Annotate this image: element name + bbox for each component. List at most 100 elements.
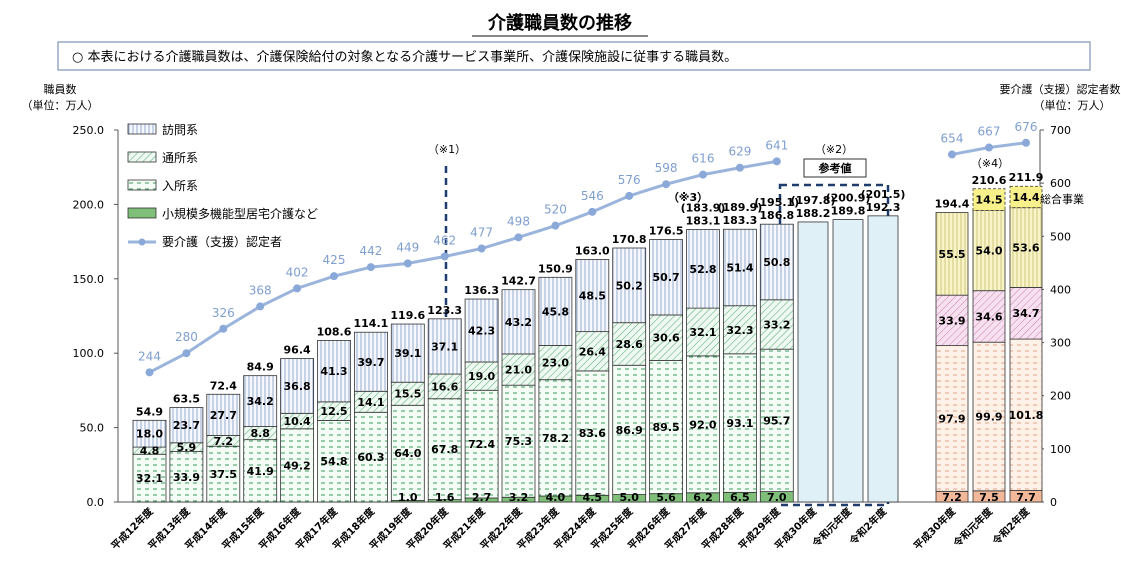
new-bar-segment-sogo xyxy=(1009,185,1043,209)
certified-value-label: 477 xyxy=(470,226,493,240)
bar-total-label: 123.3 xyxy=(427,304,462,317)
bar-segment-houmon xyxy=(759,223,794,301)
bar-value-label: 51.4 xyxy=(726,261,753,274)
certified-value-label: 449 xyxy=(396,240,419,254)
x-tick-label: 令和2年度 xyxy=(989,504,1033,548)
certified-marker xyxy=(662,180,671,189)
bar-segment-tsusho xyxy=(723,305,757,355)
bar-segment-houmon xyxy=(132,419,167,448)
bar-segment-nyusho xyxy=(280,428,315,503)
new-certified-marker xyxy=(985,143,993,152)
bar-value-label: 19.0 xyxy=(468,370,495,383)
new-bar-value-label: 97.9 xyxy=(938,412,965,425)
bar-value-label: 83.6 xyxy=(579,427,606,440)
bar-value-label: 50.8 xyxy=(763,256,790,269)
bar-value-label: 37.5 xyxy=(210,468,237,481)
bar-value-label: 48.5 xyxy=(579,290,606,303)
bar-segment-nyusho xyxy=(390,404,425,501)
bar-segment-houmon xyxy=(353,331,388,392)
bar-value-label: 4.8 xyxy=(140,445,160,458)
right-tick-label: 600 xyxy=(1050,177,1071,190)
bar-total-label: 63.5 xyxy=(173,393,200,406)
bar-value-label: 16.6 xyxy=(431,380,458,393)
certified-value-label: 244 xyxy=(138,349,161,363)
left-tick-label: 150.0 xyxy=(73,273,105,286)
certified-value-label: 629 xyxy=(728,145,751,159)
bar-value-label: 32.3 xyxy=(726,324,753,337)
new-bar-value-label: 33.9 xyxy=(938,314,965,327)
x-tick-label: 平成30年度 xyxy=(911,504,959,552)
bar-value-label: 4.5 xyxy=(583,491,603,504)
legend-swatch-certified-marker xyxy=(138,238,146,246)
certified-marker xyxy=(772,157,781,166)
certified-value-label: 442 xyxy=(359,244,382,258)
bar-value-label: 60.3 xyxy=(357,451,384,464)
bar-value-label: 41.9 xyxy=(247,465,274,478)
certified-marker xyxy=(588,207,597,216)
certified-marker xyxy=(330,272,338,281)
bar-value-label: 89.5 xyxy=(653,421,680,434)
bar-segment-houmon xyxy=(169,407,204,444)
bar-total-label: 170.8 xyxy=(612,233,647,246)
certified-marker xyxy=(403,259,412,268)
bar-value-label: 33.9 xyxy=(173,471,200,484)
bar-segment-houmon xyxy=(575,259,610,333)
bar-value-label: 8.8 xyxy=(250,427,270,440)
bar-total-label: 163.0 xyxy=(575,244,610,257)
new-bar-value-label: 34.6 xyxy=(975,310,1002,323)
bar-value-label: 3.2 xyxy=(509,491,529,504)
reference-bar xyxy=(797,221,829,503)
bar-segment-nyusho xyxy=(612,364,647,495)
bar-segment-houmon xyxy=(649,239,683,316)
certified-value-label: 402 xyxy=(286,265,309,279)
left-tick-label: 100.0 xyxy=(73,347,105,360)
bar-segment-nyusho xyxy=(206,445,241,503)
bar-value-label: 50.2 xyxy=(616,279,643,292)
bar-segment-tsusho xyxy=(464,361,499,391)
note3-label: （※3） xyxy=(668,191,708,204)
bar-value-label: 32.1 xyxy=(136,472,163,485)
new-bar-value-label: 7.7 xyxy=(1016,491,1036,504)
certified-marker xyxy=(293,284,302,293)
bar-value-label: 95.7 xyxy=(763,414,790,427)
x-tick-label: 令和2年度 xyxy=(846,504,890,548)
reference-bar-paren-value: (197.8) xyxy=(791,194,836,207)
bar-segment-nyusho xyxy=(169,451,204,503)
new-bar-value-label: 7.5 xyxy=(979,491,999,504)
new-bar-value-label: 54.0 xyxy=(975,245,1002,258)
certified-marker xyxy=(551,221,560,230)
reference-bar-paren-value: (201.5) xyxy=(861,188,906,201)
bar-alt-total-label: (189.9) xyxy=(717,201,762,214)
bar-segment-tsusho xyxy=(686,307,720,357)
bar-segment-tsusho xyxy=(612,322,647,366)
reference-value-box xyxy=(803,158,867,178)
certified-marker xyxy=(440,252,449,261)
bar-segment-houmon xyxy=(280,358,315,414)
left-axis-unit: （単位：万人） xyxy=(22,98,99,112)
bar-segment-houmon xyxy=(317,340,351,403)
bar-value-label: 86.9 xyxy=(616,424,643,437)
certified-value-label: 280 xyxy=(175,330,198,344)
new-bar-segment-tsusho xyxy=(972,290,1006,343)
reference-bar xyxy=(867,215,899,503)
bar-value-label: 7.2 xyxy=(214,435,234,448)
bar-total-label: 108.6 xyxy=(317,325,352,338)
bar-total-label: 72.4 xyxy=(210,379,237,392)
bar-value-label: 2.7 xyxy=(472,491,492,504)
bar-total-label: 96.4 xyxy=(284,344,311,357)
bar-total-label: 114.1 xyxy=(354,317,389,330)
bar-segment-houmon xyxy=(723,228,757,307)
bar-value-label: 5.9 xyxy=(177,441,197,454)
bar-value-label: 4.0 xyxy=(546,491,566,504)
bar-value-label: 49.2 xyxy=(284,459,311,472)
bar-value-label: 32.1 xyxy=(689,326,716,339)
bar-value-label: 14.1 xyxy=(357,396,384,409)
x-tick-label: 令和元年度 xyxy=(950,504,996,550)
bar-total-label: 186.8 xyxy=(759,209,794,222)
right-tick-label: 700 xyxy=(1050,124,1071,137)
note-box xyxy=(57,41,1091,71)
bar-value-label: 75.3 xyxy=(505,435,532,448)
right-tick-label: 200 xyxy=(1050,390,1071,403)
bar-value-label: 36.8 xyxy=(284,380,311,393)
